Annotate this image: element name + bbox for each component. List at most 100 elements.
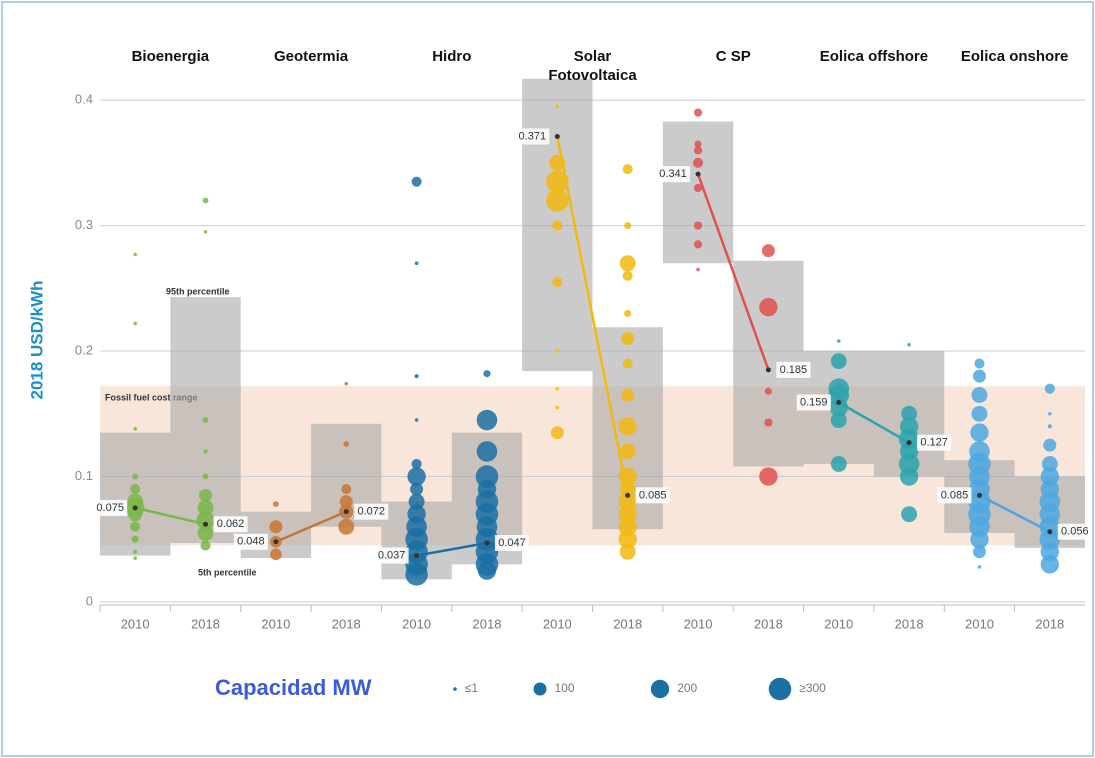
average-label: 0.127 (920, 437, 948, 449)
bubble (1048, 411, 1052, 416)
bubble (130, 484, 141, 495)
annotation: 5th percentile (198, 567, 257, 577)
bubble (197, 499, 214, 516)
x-tick-label: 2010 (121, 616, 150, 631)
bubble (555, 104, 560, 109)
average-label-bg (917, 434, 952, 451)
bubble (1047, 424, 1052, 429)
average-label-bg (796, 394, 831, 411)
average-line (978, 494, 1051, 533)
average-marker (1047, 529, 1053, 535)
bubble (761, 244, 775, 258)
legend-label: ≤1 (465, 681, 479, 695)
bubble (407, 467, 426, 486)
legend-title: Capacidad MW (215, 675, 372, 700)
bubble (344, 381, 349, 386)
average-line (838, 401, 910, 444)
bubble (624, 222, 632, 230)
bubble (550, 426, 564, 440)
bubble (764, 387, 772, 395)
average-label-bg (233, 533, 268, 550)
bubble (901, 506, 918, 523)
bubble (693, 240, 703, 249)
bubble (1044, 383, 1055, 394)
fossil-label: Fossil fuel cost range (105, 393, 198, 403)
average-label: 0.047 (498, 537, 526, 549)
bubble (693, 183, 703, 193)
bubble (202, 473, 209, 480)
bubble (203, 449, 208, 454)
average-label-bg (937, 487, 972, 504)
bubble (619, 443, 636, 460)
y-tick-label: 0.2 (75, 342, 93, 357)
bubble (199, 488, 213, 502)
bubble (133, 549, 138, 554)
average-marker (273, 539, 279, 545)
bubble (200, 540, 211, 551)
bubble (128, 507, 143, 522)
average-label: 0.085 (941, 489, 969, 501)
average-label: 0.062 (217, 518, 245, 530)
average-label-bg (213, 516, 248, 533)
bubble (546, 189, 569, 212)
bubble (972, 369, 986, 383)
legend-bubble (453, 687, 457, 691)
legend-bubble (768, 677, 792, 701)
average-label-bg (494, 535, 529, 552)
group-name: Eolica offshore (819, 48, 929, 65)
bubble (618, 530, 637, 549)
average-line (134, 506, 206, 526)
average-marker (906, 440, 912, 446)
group-name: C SP (715, 48, 751, 65)
bubble (133, 321, 137, 326)
legend-bubble (533, 682, 547, 696)
bubble (621, 388, 635, 402)
bubble (618, 417, 637, 436)
average-marker (976, 492, 982, 498)
bubble (971, 387, 988, 403)
average-line (556, 136, 629, 496)
bubble (974, 358, 985, 369)
bubble (693, 221, 703, 230)
bubble (411, 458, 422, 470)
x-tick-label: 2010 (261, 616, 290, 631)
bubble (899, 467, 919, 486)
bubble (272, 501, 279, 508)
legend-bubble (650, 679, 670, 699)
average-marker (836, 399, 842, 405)
group-name: Geotermia (273, 48, 349, 65)
bubble (341, 484, 352, 495)
bubble (971, 405, 988, 422)
bubble (907, 342, 911, 347)
x-tick-label: 2018 (613, 616, 642, 631)
x-tick-label: 2018 (1035, 616, 1064, 631)
bubble (829, 398, 848, 417)
average-label: 0.075 (96, 502, 124, 514)
y-tick-label: 0.1 (75, 468, 93, 483)
bubble (970, 530, 989, 549)
bubble (196, 511, 215, 530)
x-tick-label: 2018 (332, 616, 361, 631)
bubble (414, 261, 419, 266)
bubble (555, 349, 560, 353)
annotation: 95th percentile (166, 286, 230, 296)
bubble (203, 230, 208, 234)
bubble (133, 427, 137, 431)
x-tick-label: 2018 (895, 616, 924, 631)
x-tick-label: 2010 (824, 616, 853, 631)
average-label-bg (1057, 523, 1092, 540)
bubble (130, 521, 141, 532)
bubble (694, 140, 702, 148)
average-marker (414, 553, 420, 559)
bubble (555, 386, 560, 391)
average-marker (343, 509, 349, 515)
x-tick-label: 2018 (473, 616, 502, 631)
bubble (619, 255, 636, 272)
average-label: 0.371 (519, 130, 547, 142)
bubble (836, 339, 841, 343)
legend-label: ≥300 (799, 681, 826, 695)
bubble (546, 170, 569, 193)
